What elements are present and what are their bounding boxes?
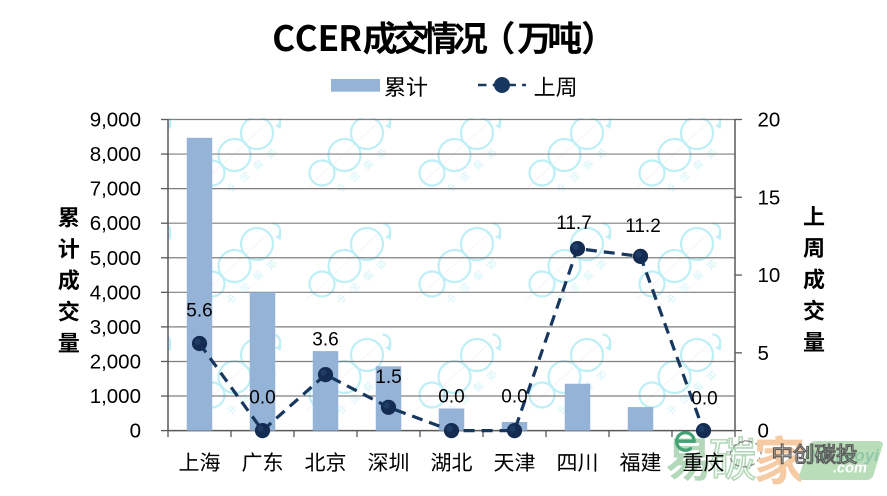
svg-text:20: 20	[758, 109, 781, 132]
svg-text:11.7: 11.7	[556, 213, 592, 234]
svg-text:5,000: 5,000	[90, 247, 141, 270]
svg-text:10: 10	[758, 264, 781, 287]
svg-text:3,000: 3,000	[90, 316, 141, 339]
svg-text:5.6: 5.6	[186, 301, 212, 322]
svg-text:1,000: 1,000	[90, 385, 141, 408]
svg-text:0: 0	[758, 420, 769, 443]
svg-text:3.6: 3.6	[312, 330, 338, 351]
svg-text:2,000: 2,000	[90, 351, 141, 374]
svg-text:0.0: 0.0	[249, 388, 275, 409]
svg-text:1.5: 1.5	[375, 367, 401, 388]
svg-text:0: 0	[130, 420, 141, 443]
svg-text:5: 5	[758, 342, 769, 365]
svg-text:15: 15	[758, 186, 781, 209]
svg-text:0.0: 0.0	[691, 388, 717, 409]
svg-text:9,000: 9,000	[90, 109, 141, 132]
svg-text:0.0: 0.0	[438, 387, 464, 408]
svg-text:7,000: 7,000	[90, 178, 141, 201]
svg-text:0.0: 0.0	[501, 387, 527, 408]
svg-text:4,000: 4,000	[90, 281, 141, 304]
svg-text:11.2: 11.2	[625, 216, 661, 237]
svg-text:8,000: 8,000	[90, 143, 141, 166]
svg-text:.com: .com	[833, 461, 867, 477]
svg-text:6,000: 6,000	[90, 212, 141, 235]
